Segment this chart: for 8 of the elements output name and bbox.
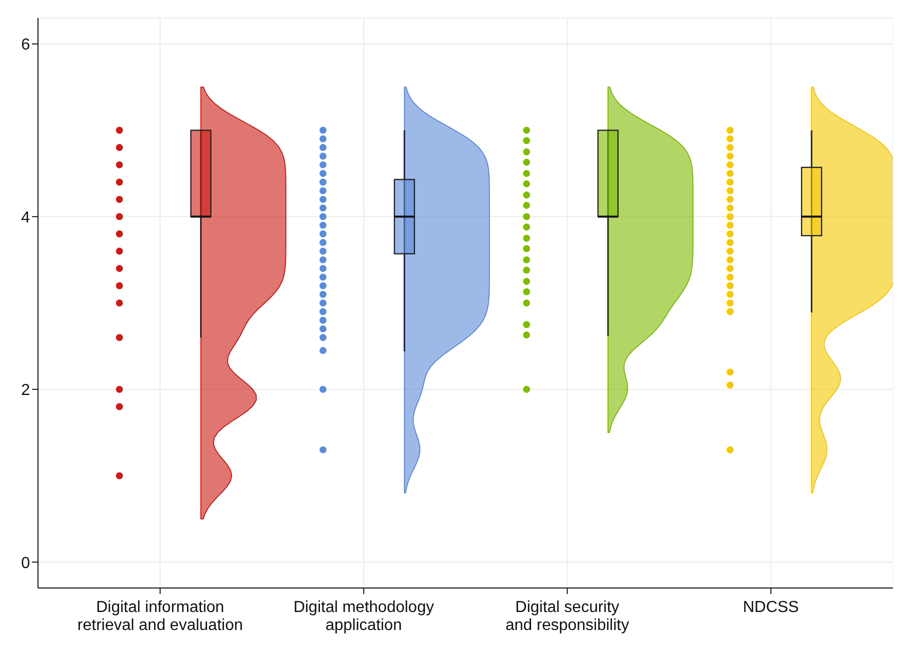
x-tick-label: NDCSS	[742, 599, 799, 616]
y-tick-label: 0	[21, 554, 30, 572]
x-tick-label: Digital information retrieval and evaluation	[77, 599, 243, 634]
y-tick-label: 2	[21, 382, 30, 400]
x-tick-label: Digital security and responsibility	[505, 599, 630, 634]
y-tick-label: 6	[21, 36, 30, 54]
y-tick-label: 4	[21, 209, 30, 226]
x-tick-label: Digital methodology application	[293, 599, 434, 634]
